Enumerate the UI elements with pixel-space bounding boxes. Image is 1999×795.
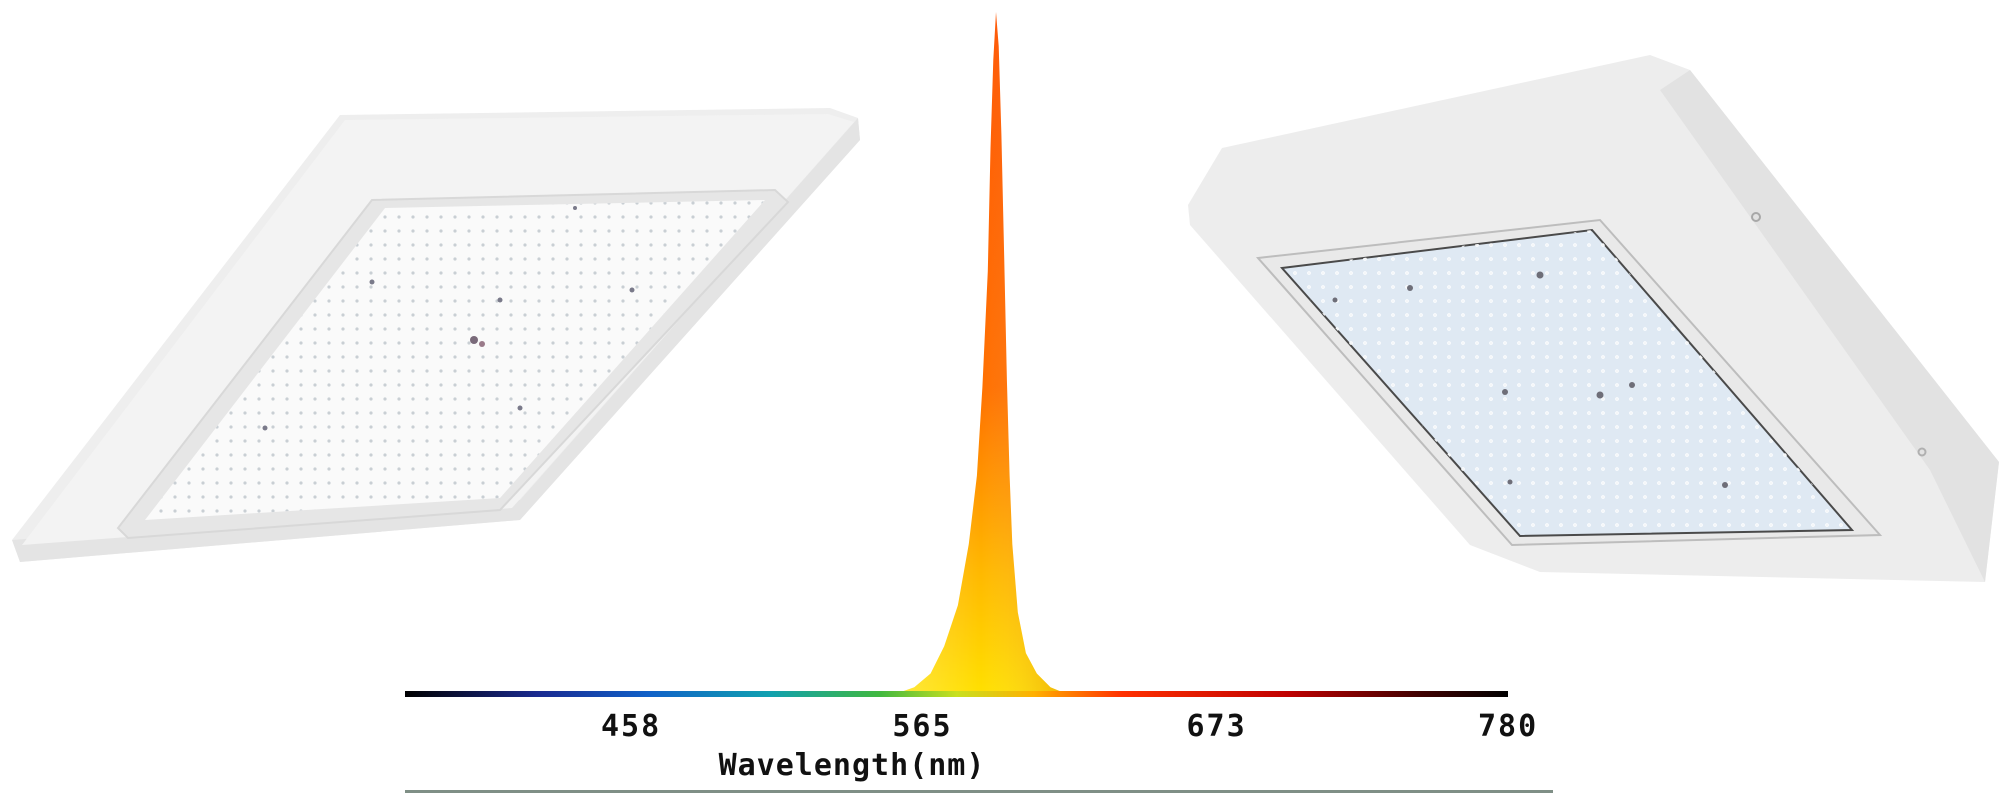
series-area-sheen [895, 12, 1067, 694]
x-tick-label-780: 780 [1478, 709, 1538, 744]
footer-rule [405, 790, 1553, 793]
x-tick-label-458: 458 [601, 709, 661, 744]
led-panel-light-left [12, 108, 860, 562]
spectrum-baseline [405, 691, 1508, 697]
spectrum-chart: 458 565 673 780 Wavelength(nm) [405, 12, 1553, 793]
x-tick-label-565: 565 [892, 709, 952, 744]
x-tick-labels: 458 565 673 780 [601, 709, 1538, 744]
x-tick-label-673: 673 [1186, 709, 1246, 744]
x-axis-title: Wavelength(nm) [719, 748, 986, 783]
led-panel-light-right [1188, 55, 1999, 582]
